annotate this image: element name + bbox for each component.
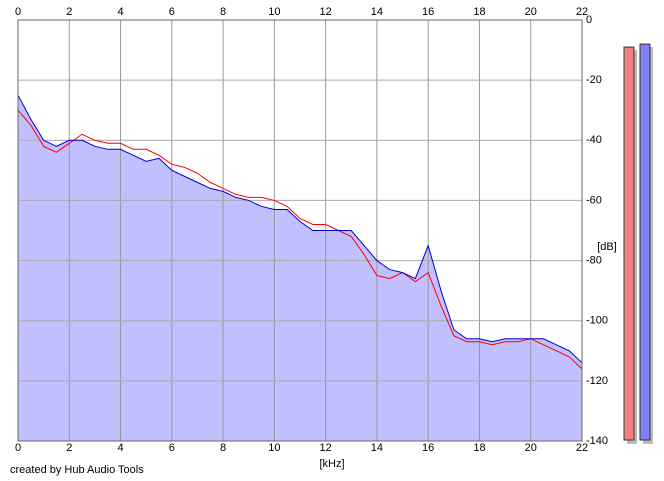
x-tick-label: 18 [473, 6, 485, 18]
x-tick-label: 10 [268, 442, 280, 454]
y-tick-label: 0 [586, 14, 592, 26]
x-tick-label: 4 [117, 442, 123, 454]
x-tick-label: 12 [320, 6, 332, 18]
area [18, 95, 582, 441]
x-axis-label: [kHz] [319, 458, 344, 470]
x-tick-label: 2 [66, 6, 72, 18]
x-tick-label: 6 [169, 6, 175, 18]
x-tick-label: 16 [422, 442, 434, 454]
credit: created by Hub Audio Tools [10, 464, 144, 476]
x-tick-label: 4 [117, 6, 123, 18]
x-tick-label: 20 [525, 6, 537, 18]
x-tick-label: 6 [169, 442, 175, 454]
line [17, 94, 583, 364]
y-tick-label: -60 [586, 194, 602, 206]
x-tick-label: 8 [220, 442, 226, 454]
meter [623, 46, 635, 441]
x-tick-label: 12 [320, 442, 332, 454]
meter [639, 43, 651, 441]
x-tick-label: 0 [15, 442, 21, 454]
y-tick-label: -140 [586, 435, 608, 447]
y-tick-label: -120 [586, 375, 608, 387]
y-tick-label: -80 [586, 254, 602, 266]
x-tick-label: 10 [268, 6, 280, 18]
x-tick-label: 22 [576, 6, 588, 18]
y-tick-label: -100 [586, 315, 608, 327]
y-axis-label: [dB] [597, 241, 617, 253]
x-tick-label: 14 [371, 6, 383, 18]
x-tick-label: 18 [473, 442, 485, 454]
plot-border [17, 19, 583, 442]
x-tick-label: 14 [371, 442, 383, 454]
line [17, 109, 583, 370]
x-tick-label: 20 [525, 442, 537, 454]
y-tick-label: -40 [586, 134, 602, 146]
x-tick-label: 16 [422, 6, 434, 18]
x-tick-label: 8 [220, 6, 226, 18]
x-tick-label: 0 [15, 6, 21, 18]
x-tick-label: 2 [66, 442, 72, 454]
y-tick-label: -20 [586, 74, 602, 86]
x-tick-label: 22 [576, 442, 588, 454]
